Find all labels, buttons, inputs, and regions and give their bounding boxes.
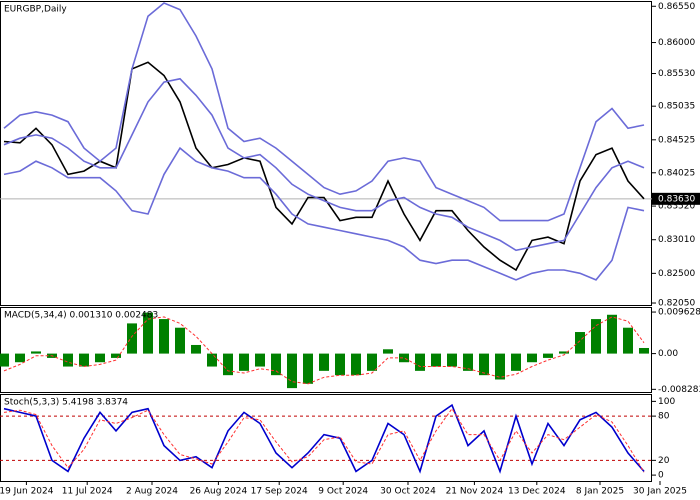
histogram-bar [607, 314, 617, 354]
histogram-bar [79, 353, 89, 367]
plot-area [3, 403, 645, 474]
histogram-bar [335, 353, 345, 376]
x-tick-label: 21 Nov 2024 [446, 487, 504, 497]
histogram-bar [463, 353, 473, 371]
series-line [3, 403, 645, 474]
histogram-bar [415, 353, 425, 371]
histogram-bar [95, 353, 105, 363]
y-tick-label: 0.82500 [658, 269, 695, 279]
plot-area [3, 2, 645, 281]
histogram-bar [367, 353, 377, 371]
y-tick-label: 0.84525 [658, 135, 695, 145]
histogram-bar [527, 353, 537, 363]
x-tick-label: 13 Dec 2024 [508, 487, 566, 497]
panel-title: MACD(5,34,4) 0.001310 0.002483 [4, 311, 158, 321]
panel-title: Stoch(5,3,3) 5.4198 3.8374 [4, 398, 128, 408]
x-tick-label: 2 Aug 2024 [126, 487, 178, 497]
histogram-bar [399, 353, 409, 363]
histogram-bar [239, 353, 249, 371]
y-tick-label: 0.83520 [658, 202, 695, 212]
y-tick-label: 0.83010 [658, 235, 695, 245]
histogram-bar [0, 353, 9, 367]
x-tick-label: 30 Jan 2025 [633, 487, 687, 497]
panel-frame [0, 1, 652, 306]
y-tick-label: 0.86550 [658, 2, 695, 12]
series-line [3, 77, 645, 252]
last-price-label: 0.83630 [658, 194, 695, 204]
histogram-bar [175, 327, 185, 354]
histogram-bar [63, 353, 73, 367]
histogram-bar [159, 319, 169, 354]
y-tick-label: 100 [658, 397, 675, 407]
histogram-bar [447, 353, 457, 367]
histogram-bar [559, 351, 569, 354]
histogram-bar [591, 319, 601, 354]
x-tick-label: 26 Aug 2024 [190, 487, 248, 497]
histogram-bar [143, 312, 153, 354]
histogram-bar [271, 353, 281, 376]
x-tick-label: 19 Jun 2024 [0, 487, 54, 497]
histogram-bar [127, 323, 137, 354]
histogram-bar [31, 351, 41, 354]
x-tick-label: 8 Jan 2025 [576, 487, 624, 497]
histogram-bar [223, 353, 233, 376]
series-line [3, 407, 645, 473]
y-tick-label: 20 [658, 456, 670, 466]
x-tick-label: 11 Jul 2024 [62, 487, 113, 497]
y-tick-label: 0 [658, 471, 664, 481]
histogram-bar [191, 344, 201, 354]
series-line [3, 146, 645, 281]
y-tick-label: -0.008283 [658, 385, 700, 395]
histogram-bar [575, 332, 585, 354]
histogram-bar [479, 353, 489, 376]
series-line [3, 61, 645, 272]
histogram-bar [431, 353, 441, 367]
histogram-bar [255, 353, 265, 367]
histogram-bar [623, 327, 633, 354]
histogram-bar [319, 353, 329, 371]
y-tick-label: 0.85035 [658, 102, 695, 112]
x-tick-label: 17 Sep 2024 [251, 487, 308, 497]
last-price-box [652, 192, 700, 205]
plot-area [0, 312, 649, 389]
y-tick-label: 0.82050 [658, 299, 695, 309]
histogram-bar [303, 353, 313, 384]
panel-frame [0, 394, 652, 482]
histogram-bar [15, 353, 25, 363]
y-tick-label: 0.84025 [658, 168, 695, 178]
series-line [3, 2, 645, 222]
histogram-bar [511, 353, 521, 371]
y-tick-label: 0.00 [658, 349, 678, 359]
y-tick-label: 0.009628 [658, 308, 700, 318]
histogram-bar [207, 353, 217, 367]
histogram-bar [495, 353, 505, 380]
x-tick-label: 30 Oct 2024 [380, 487, 436, 497]
histogram-bar [351, 353, 361, 376]
series-line [3, 316, 645, 385]
histogram-bar [287, 353, 297, 389]
histogram-bar [383, 349, 393, 354]
panel-title: EURGBP,Daily [4, 5, 67, 15]
y-tick-label: 0.85530 [658, 69, 695, 79]
x-tick-label: 9 Oct 2024 [318, 487, 368, 497]
histogram-bar [111, 353, 121, 358]
histogram-bar [543, 353, 553, 358]
panel-frame [0, 307, 652, 393]
y-tick-label: 0.86000 [658, 38, 695, 48]
y-tick-label: 80 [658, 412, 670, 422]
histogram-bar [639, 347, 649, 354]
